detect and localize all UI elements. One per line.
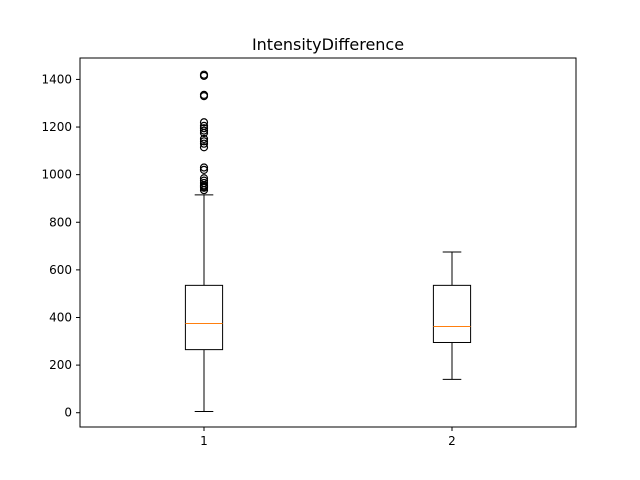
outlier-point — [199, 165, 209, 174]
y-tick-label: 1000 — [41, 168, 72, 182]
outlier-point — [199, 90, 209, 100]
outlier-point — [199, 121, 209, 130]
y-tick-label: 800 — [49, 215, 72, 229]
x-tick-label: 1 — [200, 434, 208, 448]
outlier-point — [199, 178, 209, 188]
outlier-point — [199, 176, 209, 185]
plot-area: 0 200 400 600 800 1000 1200 1400 1 2 — [41, 70, 472, 448]
axes-frame — [79, 57, 577, 428]
outlier-point — [199, 134, 209, 144]
y-tick-label: 600 — [49, 263, 72, 277]
iqr-box — [184, 284, 224, 351]
y-tick-label: 200 — [49, 358, 72, 372]
chart-title: IntensityDifference — [252, 35, 404, 54]
y-tick-label: 1200 — [41, 120, 72, 134]
outlier-point — [199, 139, 209, 148]
outlier-point — [199, 174, 209, 183]
outlier-point — [199, 163, 209, 172]
outlier-point — [199, 70, 209, 79]
outlier-point — [199, 118, 209, 127]
y-tick-label: 400 — [49, 310, 72, 324]
y-tick-label: 1400 — [41, 72, 72, 86]
iqr-box — [432, 284, 472, 343]
outlier-point — [199, 137, 209, 146]
x-tick-label: 2 — [448, 434, 456, 448]
outlier-point — [199, 143, 209, 152]
outlier-point — [199, 124, 209, 133]
y-tick-label: 0 — [64, 406, 72, 420]
outlier-point — [199, 126, 209, 135]
